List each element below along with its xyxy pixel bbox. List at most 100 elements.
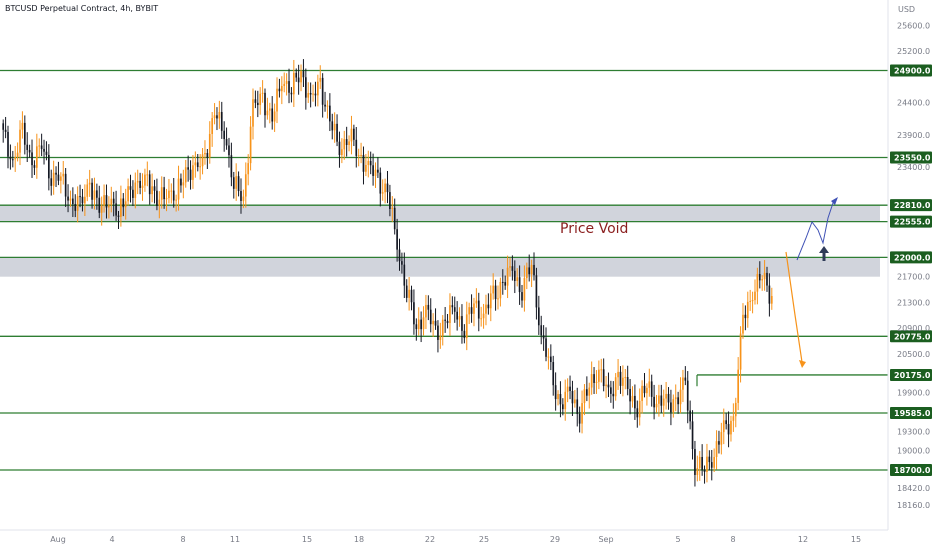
candle-body (415, 324, 418, 330)
candle-body (377, 169, 379, 173)
candle-body (52, 172, 55, 186)
candle-body (658, 395, 660, 404)
candle-body (117, 215, 120, 217)
level-label-22000.0: 22000.0 (894, 253, 931, 262)
candle-body (182, 182, 185, 186)
candle-body (485, 304, 487, 314)
candle-body (739, 333, 742, 370)
candle-body (158, 199, 161, 206)
candle-body (701, 456, 703, 470)
candle-body (727, 424, 730, 435)
candle-body (120, 198, 122, 217)
candle-body (180, 178, 182, 186)
candle-body (184, 167, 187, 183)
candle-body (561, 404, 564, 410)
candle-body (408, 289, 410, 298)
level-label-bg-19585.0 (890, 406, 932, 419)
level-label-bg-20175.0 (890, 368, 932, 381)
y-tick-18160: 18160.0 (897, 501, 930, 510)
candle-body (276, 88, 278, 112)
candle-body (501, 281, 504, 283)
candle-body (634, 395, 636, 409)
candle-body (710, 462, 713, 468)
candle-body (300, 71, 302, 83)
candle-body (432, 320, 434, 325)
candle-body (196, 162, 199, 168)
candle-body (557, 394, 559, 400)
candle-body (593, 374, 595, 383)
level-label-20775.0: 20775.0 (894, 332, 931, 341)
candle-body (367, 160, 370, 165)
candle-body (132, 189, 134, 198)
candle-body (165, 198, 168, 200)
candle-body (172, 190, 175, 201)
candle-body (391, 207, 394, 209)
candle-body (81, 196, 84, 204)
candle-body (569, 386, 571, 391)
forecast-up-line (796, 199, 835, 261)
candle-body (235, 176, 238, 189)
candle-body (660, 395, 663, 406)
candle-body (461, 316, 463, 331)
candle-body (518, 277, 521, 293)
candle-body (283, 83, 286, 87)
candle-body (732, 416, 735, 421)
candle-body (110, 198, 113, 206)
candle-body (413, 302, 415, 325)
candle-body (170, 190, 173, 192)
candle-body (768, 285, 771, 304)
candle-body (345, 139, 348, 145)
candle-body (168, 190, 170, 199)
candle-body (2, 123, 5, 130)
candle-body (756, 274, 759, 292)
candle-body (566, 386, 569, 392)
candle-body (516, 277, 519, 282)
candle-body (55, 172, 57, 175)
candle-body (329, 105, 331, 122)
candle-body (11, 159, 14, 161)
candle-body (444, 319, 446, 321)
candle-body (307, 93, 310, 98)
candle-body (62, 173, 65, 177)
x-tick-5: 5 (675, 535, 680, 544)
candle-body (590, 374, 593, 388)
candle-body (434, 320, 437, 326)
candle-body (57, 174, 60, 181)
candle-body (506, 267, 509, 286)
up-arrow-shaft-icon (822, 251, 826, 261)
y-tick-25600: 25600.0 (897, 21, 930, 30)
y-tick-19000: 19000.0 (897, 447, 930, 456)
candle-body (698, 456, 701, 468)
x-tick-8: 8 (730, 535, 735, 544)
candle-body (348, 141, 350, 145)
candle-body (446, 320, 449, 324)
candle-body (758, 274, 761, 281)
candle-body (631, 395, 634, 402)
candle-body (494, 285, 497, 300)
candle-body (249, 126, 252, 164)
x-tick-22: 22 (425, 535, 435, 544)
candle-body (369, 160, 372, 166)
candle-body (153, 186, 156, 191)
candle-body (268, 108, 271, 111)
candle-body (595, 381, 598, 383)
candle-body (401, 261, 403, 265)
x-tick-4: 4 (109, 535, 114, 544)
candle-body (100, 205, 103, 213)
candle-body (549, 356, 552, 363)
candle-body (319, 77, 322, 82)
candle-body (475, 300, 478, 304)
x-tick-15: 15 (851, 535, 861, 544)
candle-body (290, 92, 293, 95)
candle-body (528, 267, 531, 275)
candle-body (86, 184, 89, 197)
y-tick-19300: 19300.0 (897, 427, 930, 436)
candle-body (465, 314, 468, 339)
candle-body (744, 314, 747, 319)
candle-body (458, 316, 461, 320)
candle-body (93, 190, 96, 200)
candle-body (216, 115, 218, 119)
candle-body (230, 155, 233, 178)
candle-body (223, 130, 226, 140)
